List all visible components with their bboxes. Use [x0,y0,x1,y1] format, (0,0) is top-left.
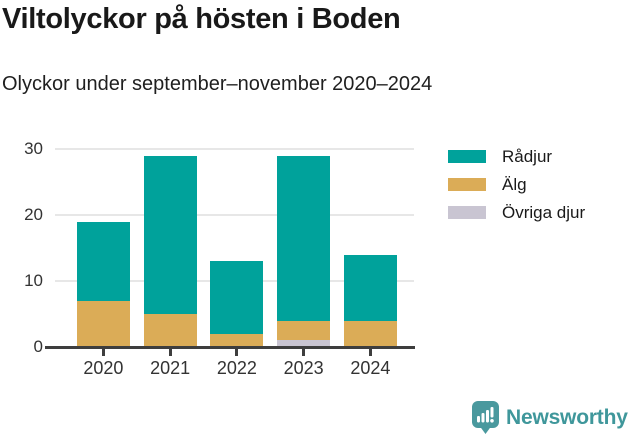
bar-segment-övriga-djur-2023 [277,340,331,347]
bar-segment-rådjur-2021 [143,155,197,314]
gridline [55,213,414,216]
y-axis-tick-label: 0 [33,337,43,356]
legend-item: Älg [448,174,585,195]
x-axis-tick-label: 2024 [350,358,391,378]
newsworthy-logo-icon [472,401,499,434]
x-axis-tick [302,349,306,356]
bar-segment-rådjur-2023 [277,155,331,321]
bar-segment-älg-2023 [277,320,331,341]
x-axis-tick-label: 2022 [216,358,257,378]
legend-label-alg: Älg [502,174,527,194]
bar-segment-rådjur-2020 [76,221,130,301]
x-axis-tick-label: 2020 [83,358,124,378]
x-axis-tick [235,349,239,356]
legend-item: Rådjur [448,146,585,167]
legend-item: Övriga djur [448,202,585,223]
x-axis-tick-label: 2021 [150,358,191,378]
bar-segment-älg-2020 [76,300,130,347]
bar-segment-älg-2022 [210,333,264,347]
legend-swatch-alg [448,178,486,191]
x-axis-tick-label: 2023 [283,358,324,378]
brand-name: Newsworthy [506,405,628,429]
y-axis-tick-label: 20 [24,205,43,224]
gridline [55,147,414,150]
x-axis-tick [101,349,105,356]
page-subtitle: Olyckor under september–november 2020–20… [2,73,433,95]
y-axis-tick-label: 30 [24,139,43,158]
bar-segment-rådjur-2024 [343,254,397,321]
page-title: Viltolyckor på hösten i Boden [2,3,401,35]
legend-label-ovriga-djur: Övriga djur [502,202,586,222]
chart-area: Rådjur Älg Övriga djur 0 10 20 30 2020 2021 20… [0,130,631,392]
legend: Rådjur Älg Övriga djur [448,146,585,230]
legend-label-radjur: Rådjur [502,146,553,166]
legend-swatch-radjur [448,150,486,163]
bar-segment-älg-2021 [143,314,197,347]
legend-swatch-ovriga-djur [448,206,486,219]
y-axis-tick-label: 10 [24,271,43,290]
brand-logo: Newsworthy [472,401,628,434]
x-axis-line [45,346,415,349]
x-axis-tick [168,349,172,356]
bar-segment-älg-2024 [343,320,397,347]
x-axis-tick [368,349,372,356]
bar-segment-rådjur-2022 [210,261,264,334]
